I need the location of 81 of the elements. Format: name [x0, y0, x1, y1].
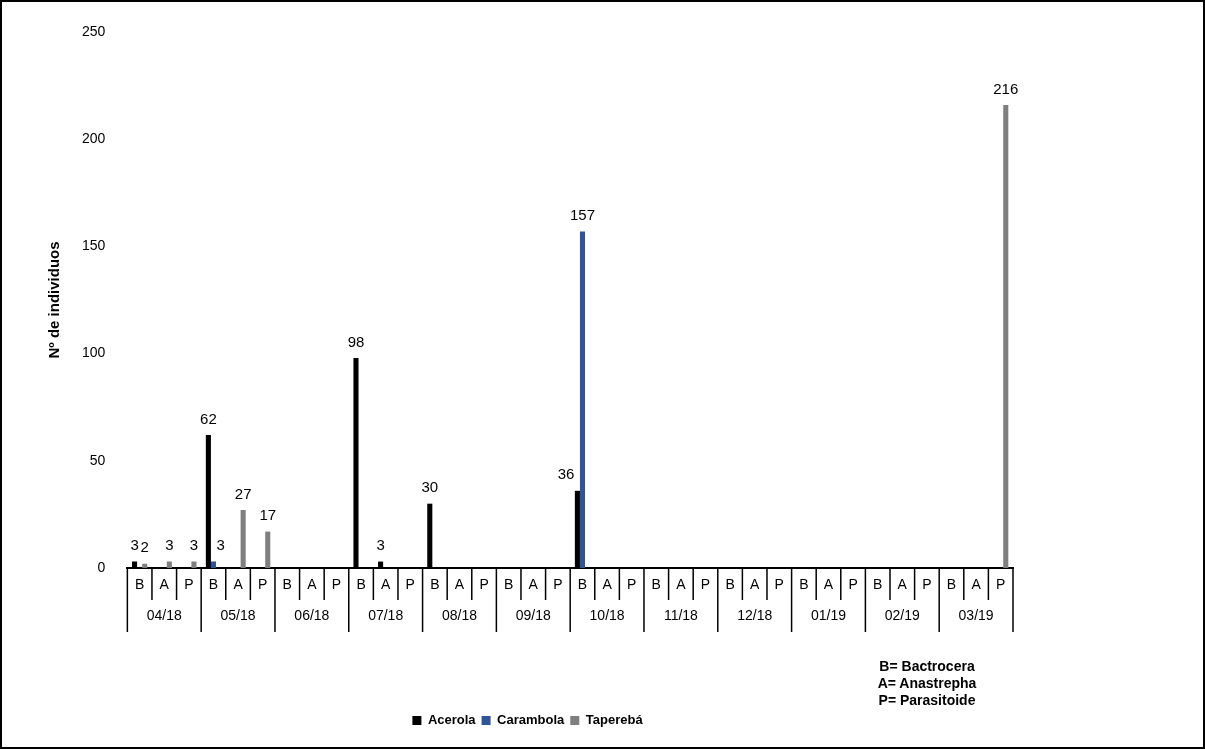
x-tick-label: A: [159, 576, 170, 593]
x-tick-label: P: [184, 576, 194, 593]
data-label: 3: [189, 536, 199, 554]
x-tick-label: A: [381, 576, 391, 593]
x-tick-label: A: [897, 576, 908, 593]
data-label: 3: [165, 536, 174, 554]
x-tick-label: A: [823, 576, 834, 593]
x-tick-label: P: [257, 576, 268, 593]
text: 10/18: [589, 606, 625, 623]
data-label: 36: [557, 465, 575, 483]
x-tick-label: B: [134, 576, 145, 593]
data-label: 3: [216, 536, 225, 554]
text: 01/19: [810, 606, 847, 623]
bar: [191, 561, 197, 568]
x-tick-label: P: [700, 576, 711, 593]
x-tick-label: B: [651, 576, 661, 593]
data-label: 98: [347, 332, 365, 350]
bar: [1003, 104, 1009, 568]
x-tick-label: P: [848, 576, 858, 593]
data-label: 3: [130, 536, 139, 554]
y-axis-title: Nº de individuos: [45, 241, 63, 359]
x-tick-label: P: [996, 576, 1006, 593]
bar: [142, 563, 148, 568]
x-tick-label: P: [405, 576, 415, 593]
data-label: 62: [200, 409, 217, 427]
x-tick-label: B: [504, 576, 514, 593]
y-tick-label: 250: [82, 22, 106, 39]
x-tick-label: A: [602, 576, 613, 593]
x-tick-label: P: [331, 576, 342, 593]
text: 06/18: [294, 606, 330, 623]
x-tick-label: B: [430, 576, 440, 593]
x-tick-label: P: [774, 576, 784, 593]
text: 09/18: [515, 606, 551, 623]
x-tick-label: B: [356, 576, 366, 593]
text: 04/18: [146, 606, 182, 623]
text: 02/19: [884, 606, 921, 623]
y-tick-label: 200: [82, 130, 106, 147]
x-tick-label: B: [208, 576, 219, 593]
x-tick-label: P: [553, 576, 563, 593]
x-tick-label: A: [454, 576, 465, 593]
x-tick-label: B: [799, 576, 809, 593]
text: 05/18: [220, 606, 256, 623]
legend-label: Acerola: [427, 712, 477, 728]
text: 12/18: [737, 606, 773, 623]
legend-label: Taperebá: [585, 712, 644, 728]
text: 08/18: [441, 606, 478, 623]
x-tick-label: A: [233, 576, 244, 593]
x-tick-label: B: [577, 576, 588, 593]
x-tick-label: A: [528, 576, 539, 593]
data-label: 216: [993, 79, 1019, 97]
x-tick-label: A: [676, 576, 687, 593]
text: 07/18: [368, 606, 404, 623]
x-tick-label: P: [479, 576, 489, 593]
x-tick-label: B: [282, 576, 292, 593]
x-tick-label: B: [946, 576, 957, 593]
bar: [166, 561, 172, 568]
data-label: 3: [376, 536, 385, 554]
x-tick-label: P: [922, 576, 932, 593]
bar: [579, 231, 586, 568]
text: 03/19: [958, 606, 994, 623]
data-label: 157: [569, 206, 595, 224]
x-tick-label: B: [873, 576, 883, 593]
bar: [240, 510, 246, 568]
bar: [265, 531, 271, 568]
x-tick-label: P: [627, 576, 637, 593]
x-tick-label: A: [750, 576, 761, 593]
y-tick-label: 150: [82, 237, 106, 254]
y-tick-label: 100: [82, 344, 106, 361]
text: B= Bactrocera A= Anastrepha P= Parasitoide: [877, 657, 977, 708]
x-tick-label: A: [971, 576, 982, 593]
legend-label: Carambola: [497, 712, 566, 728]
bar: [210, 561, 217, 568]
data-label: 27: [234, 484, 252, 502]
data-label: 30: [421, 478, 439, 496]
text: 11/18: [663, 606, 699, 623]
x-tick-label: B: [725, 576, 735, 593]
y-tick-label: 0: [97, 558, 106, 575]
data-label: 2: [140, 538, 149, 556]
y-tick-label: 50: [89, 451, 106, 468]
data-label: 17: [259, 506, 277, 524]
x-tick-label: A: [307, 576, 318, 593]
